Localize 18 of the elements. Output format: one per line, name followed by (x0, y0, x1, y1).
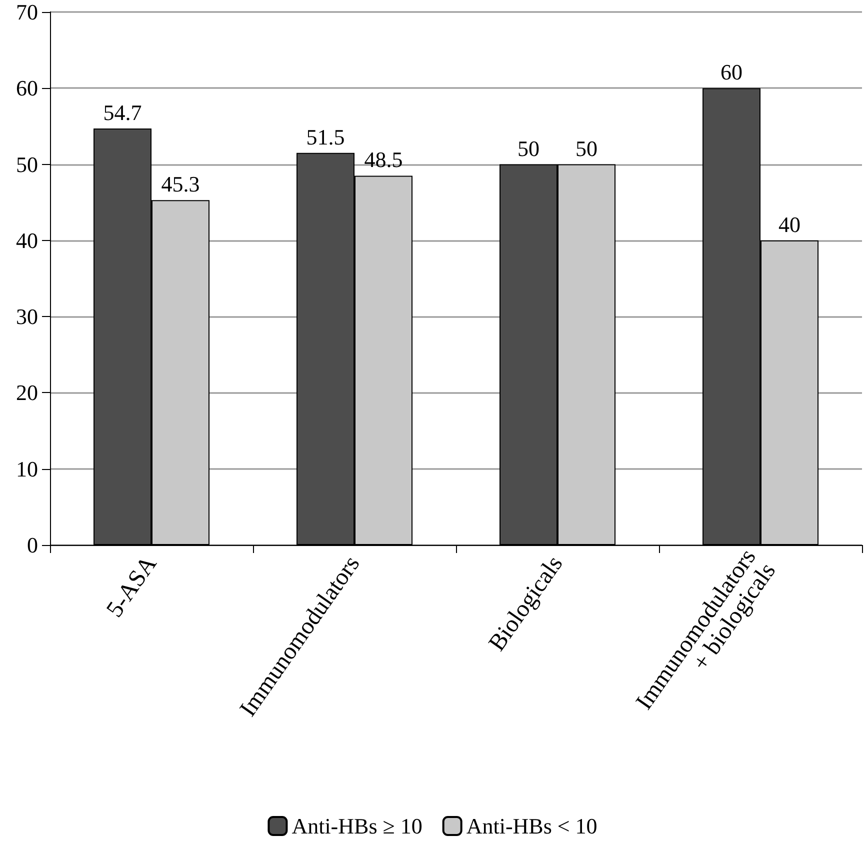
data-label: 48.5 (364, 147, 403, 172)
y-tick-label: 0 (27, 532, 38, 558)
y-tick-label: 70 (16, 0, 38, 24)
data-label: 50 (518, 136, 540, 161)
legend-label: Anti-HBs ≥ 10 (292, 814, 422, 838)
y-tick-label: 60 (16, 76, 38, 101)
y-tick-label: 10 (16, 456, 38, 482)
y-tick-label: 30 (16, 304, 38, 330)
y-tick-label: 40 (16, 228, 38, 253)
data-label: 60 (720, 60, 742, 85)
data-label: 40 (778, 212, 800, 237)
data-label: 50 (576, 136, 598, 161)
legend-label: Anti-HBs < 10 (466, 814, 598, 838)
data-label: 45.3 (161, 172, 200, 197)
data-label: 51.5 (306, 124, 345, 150)
y-tick-label: 20 (16, 380, 38, 406)
y-tick-label: 50 (16, 152, 38, 177)
data-label: 54.7 (103, 100, 142, 125)
